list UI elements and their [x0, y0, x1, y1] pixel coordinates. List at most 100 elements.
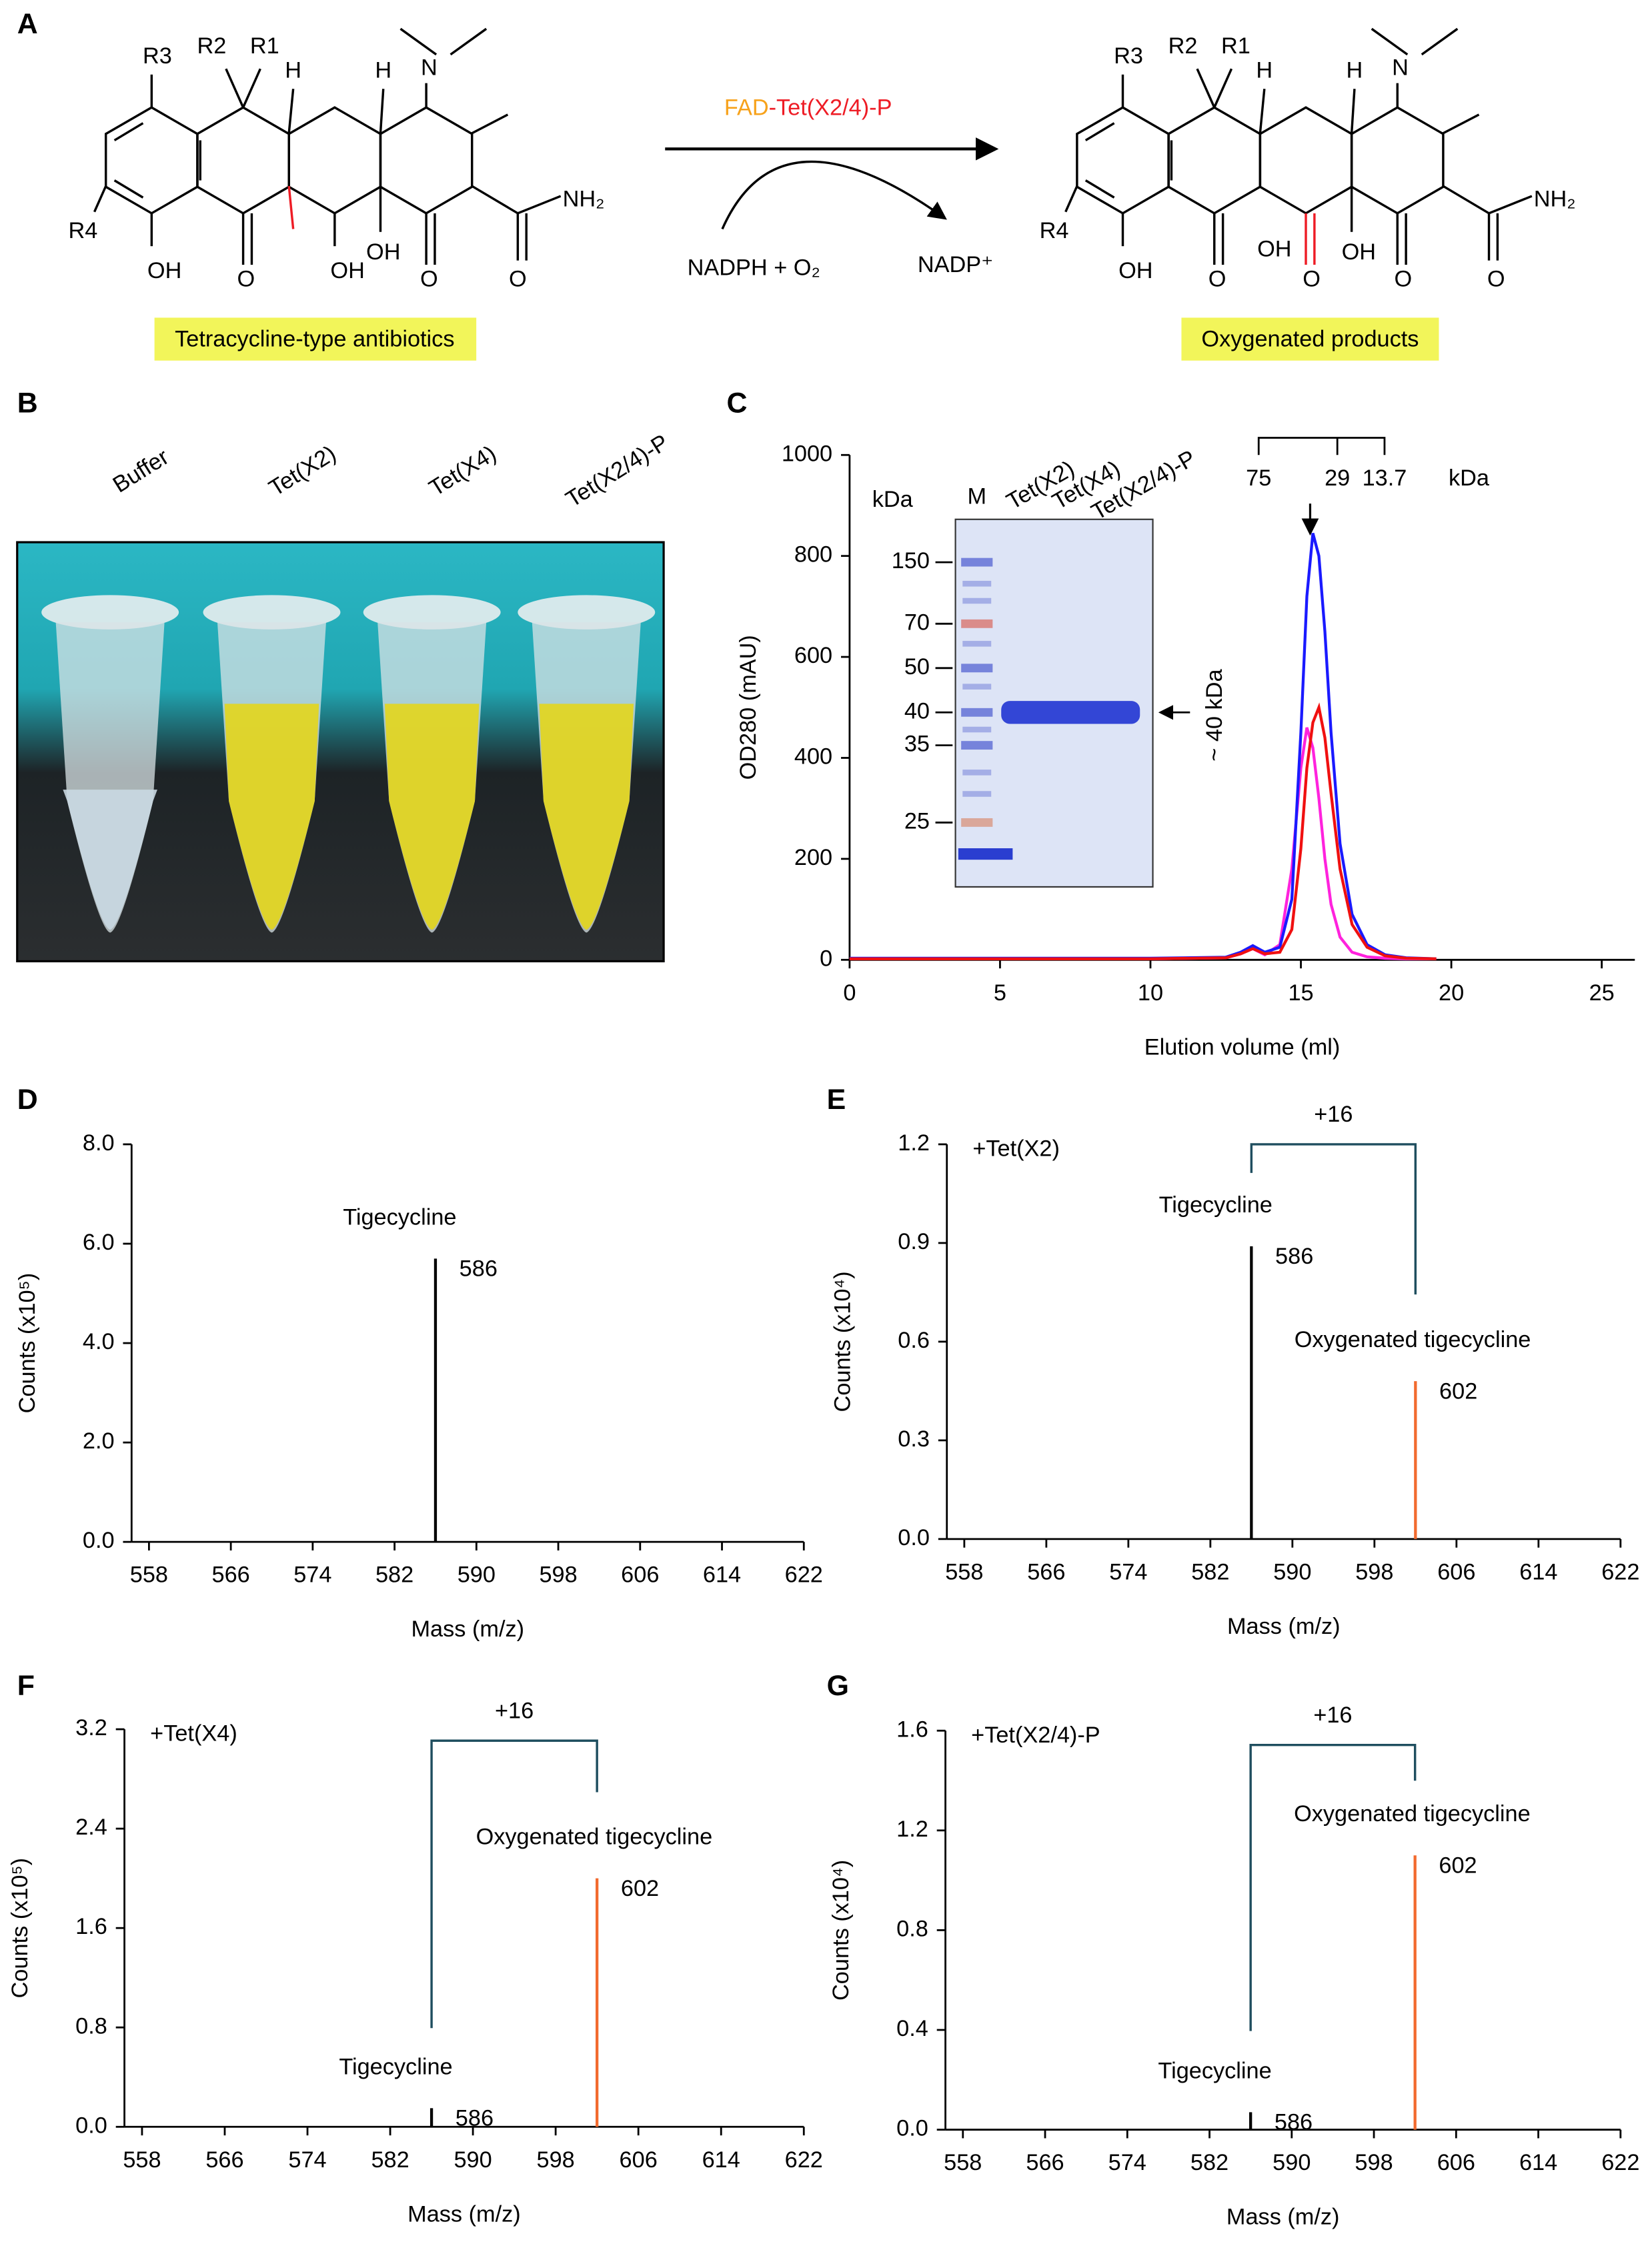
gel-band-label: ~ 40 kDa	[1202, 669, 1227, 762]
gel-ladder-band	[962, 641, 992, 647]
bond	[1488, 195, 1533, 215]
x-tick-label: 582	[371, 2147, 409, 2173]
panel-label: F	[17, 1670, 35, 1702]
x-tick-label: 590	[458, 1562, 496, 1588]
atom-label: H	[1347, 58, 1363, 83]
x-axis-title: Mass (m/z)	[411, 1616, 524, 1642]
atom-label: R3	[143, 43, 172, 69]
gel-marker-label: 25	[904, 808, 930, 834]
tube-label: Buffer	[109, 444, 173, 497]
atom-label: O	[420, 267, 438, 292]
peak-name: Tigecycline	[1158, 2058, 1271, 2083]
panel-label: C	[726, 387, 747, 419]
gel-marker-band	[961, 664, 993, 673]
panel-label: D	[17, 1084, 38, 1116]
peak-name: Tigecycline	[339, 2054, 452, 2079]
panel-label: E	[827, 1084, 846, 1116]
tube-label: Tet(X2)	[265, 441, 341, 501]
atom-label: R1	[1221, 33, 1251, 59]
panel-label: A	[17, 8, 38, 40]
condition-label: +Tet(X2/4)-P	[971, 1723, 1100, 1748]
gel-marker-lane: M	[967, 484, 986, 509]
product-caption: Oxygenated products	[1201, 327, 1419, 352]
panel-label: G	[827, 1670, 849, 1702]
y-tick-label: 0.6	[898, 1328, 930, 1353]
cofactor-out: NADP⁺	[918, 252, 993, 277]
y-tick-label: 0.8	[896, 1916, 928, 1941]
x-tick-label: 574	[288, 2147, 326, 2173]
x-tick-label: 566	[1026, 2150, 1064, 2175]
tube-label: Tet(X2/4)-P	[562, 429, 673, 512]
new-group-label: O	[1303, 267, 1321, 292]
bond	[1213, 68, 1233, 108]
tube-liquid	[224, 704, 319, 930]
y-axis-title: Counts (x10⁴)	[828, 1860, 854, 2001]
atom-label: OH	[1342, 239, 1376, 265]
x-tick-label: 574	[293, 1562, 331, 1588]
y-tick-label: 1000	[782, 441, 832, 466]
x-axis-title: Elution volume (ml)	[1144, 1034, 1341, 1060]
tube-liquid	[63, 790, 157, 930]
gel-ladder-band	[962, 684, 992, 690]
y-tick-label: 0.9	[898, 1229, 930, 1254]
ring	[104, 106, 199, 215]
bond	[1084, 122, 1115, 141]
x-tick-label: 582	[1190, 2150, 1228, 2175]
bond	[1064, 185, 1078, 213]
atom-label: O	[509, 267, 527, 292]
peak-name: Oxygenated tigecycline	[476, 1825, 713, 1850]
atom-label: N	[421, 55, 438, 80]
bond	[225, 68, 245, 108]
ring	[1259, 106, 1353, 215]
condition-label: +Tet(X4)	[150, 1721, 237, 1747]
peak-mass: 586	[460, 1256, 498, 1282]
y-tick-label: 400	[794, 744, 832, 770]
peak-name: Tigecycline	[343, 1204, 456, 1230]
y-tick-label: 4.0	[83, 1329, 115, 1354]
y-tick-label: 800	[794, 542, 832, 568]
x-axis-title: Mass (m/z)	[407, 2201, 521, 2227]
tube-cap	[203, 595, 341, 630]
x-tick-label: 558	[123, 2147, 161, 2173]
gel-ladder-band	[962, 791, 992, 797]
y-tick-label: 0.8	[75, 2013, 107, 2039]
peak-mass: 586	[1275, 2110, 1313, 2135]
y-tick-label: 8.0	[83, 1130, 115, 1156]
x-tick-label: 20	[1439, 980, 1464, 1006]
x-axis-title: Mass (m/z)	[1226, 2205, 1340, 2230]
y-tick-label: 6.0	[83, 1230, 115, 1255]
x-axis-title: Mass (m/z)	[1227, 1614, 1341, 1639]
standard-label: 75	[1246, 465, 1271, 491]
x-tick-label: 606	[621, 1562, 659, 1588]
peak-mass: 586	[456, 2106, 494, 2131]
atom-label: O	[1487, 267, 1505, 292]
x-tick-label: 566	[212, 1562, 250, 1588]
y-axis-title: Counts (x10⁴)	[830, 1271, 855, 1412]
standard-unit: kDa	[1449, 465, 1490, 491]
atom-label: NH₂	[1534, 187, 1576, 212]
gel-marker-band	[961, 741, 993, 750]
x-tick-label: 598	[537, 2147, 575, 2173]
y-tick-label: 0.3	[898, 1426, 930, 1452]
bond	[1084, 179, 1115, 199]
bond	[113, 122, 144, 141]
bond	[471, 113, 509, 135]
y-tick-label: 1.6	[896, 1717, 928, 1742]
x-tick-label: 558	[130, 1562, 168, 1588]
shift-label: +16	[1314, 1102, 1353, 1127]
bond	[287, 185, 295, 229]
ring	[287, 106, 382, 215]
gel-ladder-band	[962, 770, 992, 776]
peak-name: Tigecycline	[1159, 1192, 1273, 1218]
bond	[471, 185, 519, 215]
caption-box	[1181, 317, 1439, 361]
x-tick-label: 558	[944, 2150, 982, 2175]
bond	[287, 89, 295, 133]
y-tick-label: 0.0	[83, 1528, 115, 1553]
x-tick-label: 598	[539, 1562, 577, 1588]
peak-name: Oxygenated tigecycline	[1295, 1327, 1531, 1352]
x-tick-label: 574	[1109, 1559, 1147, 1584]
gel-marker-label: 70	[904, 610, 930, 635]
x-tick-label: 10	[1138, 980, 1163, 1006]
